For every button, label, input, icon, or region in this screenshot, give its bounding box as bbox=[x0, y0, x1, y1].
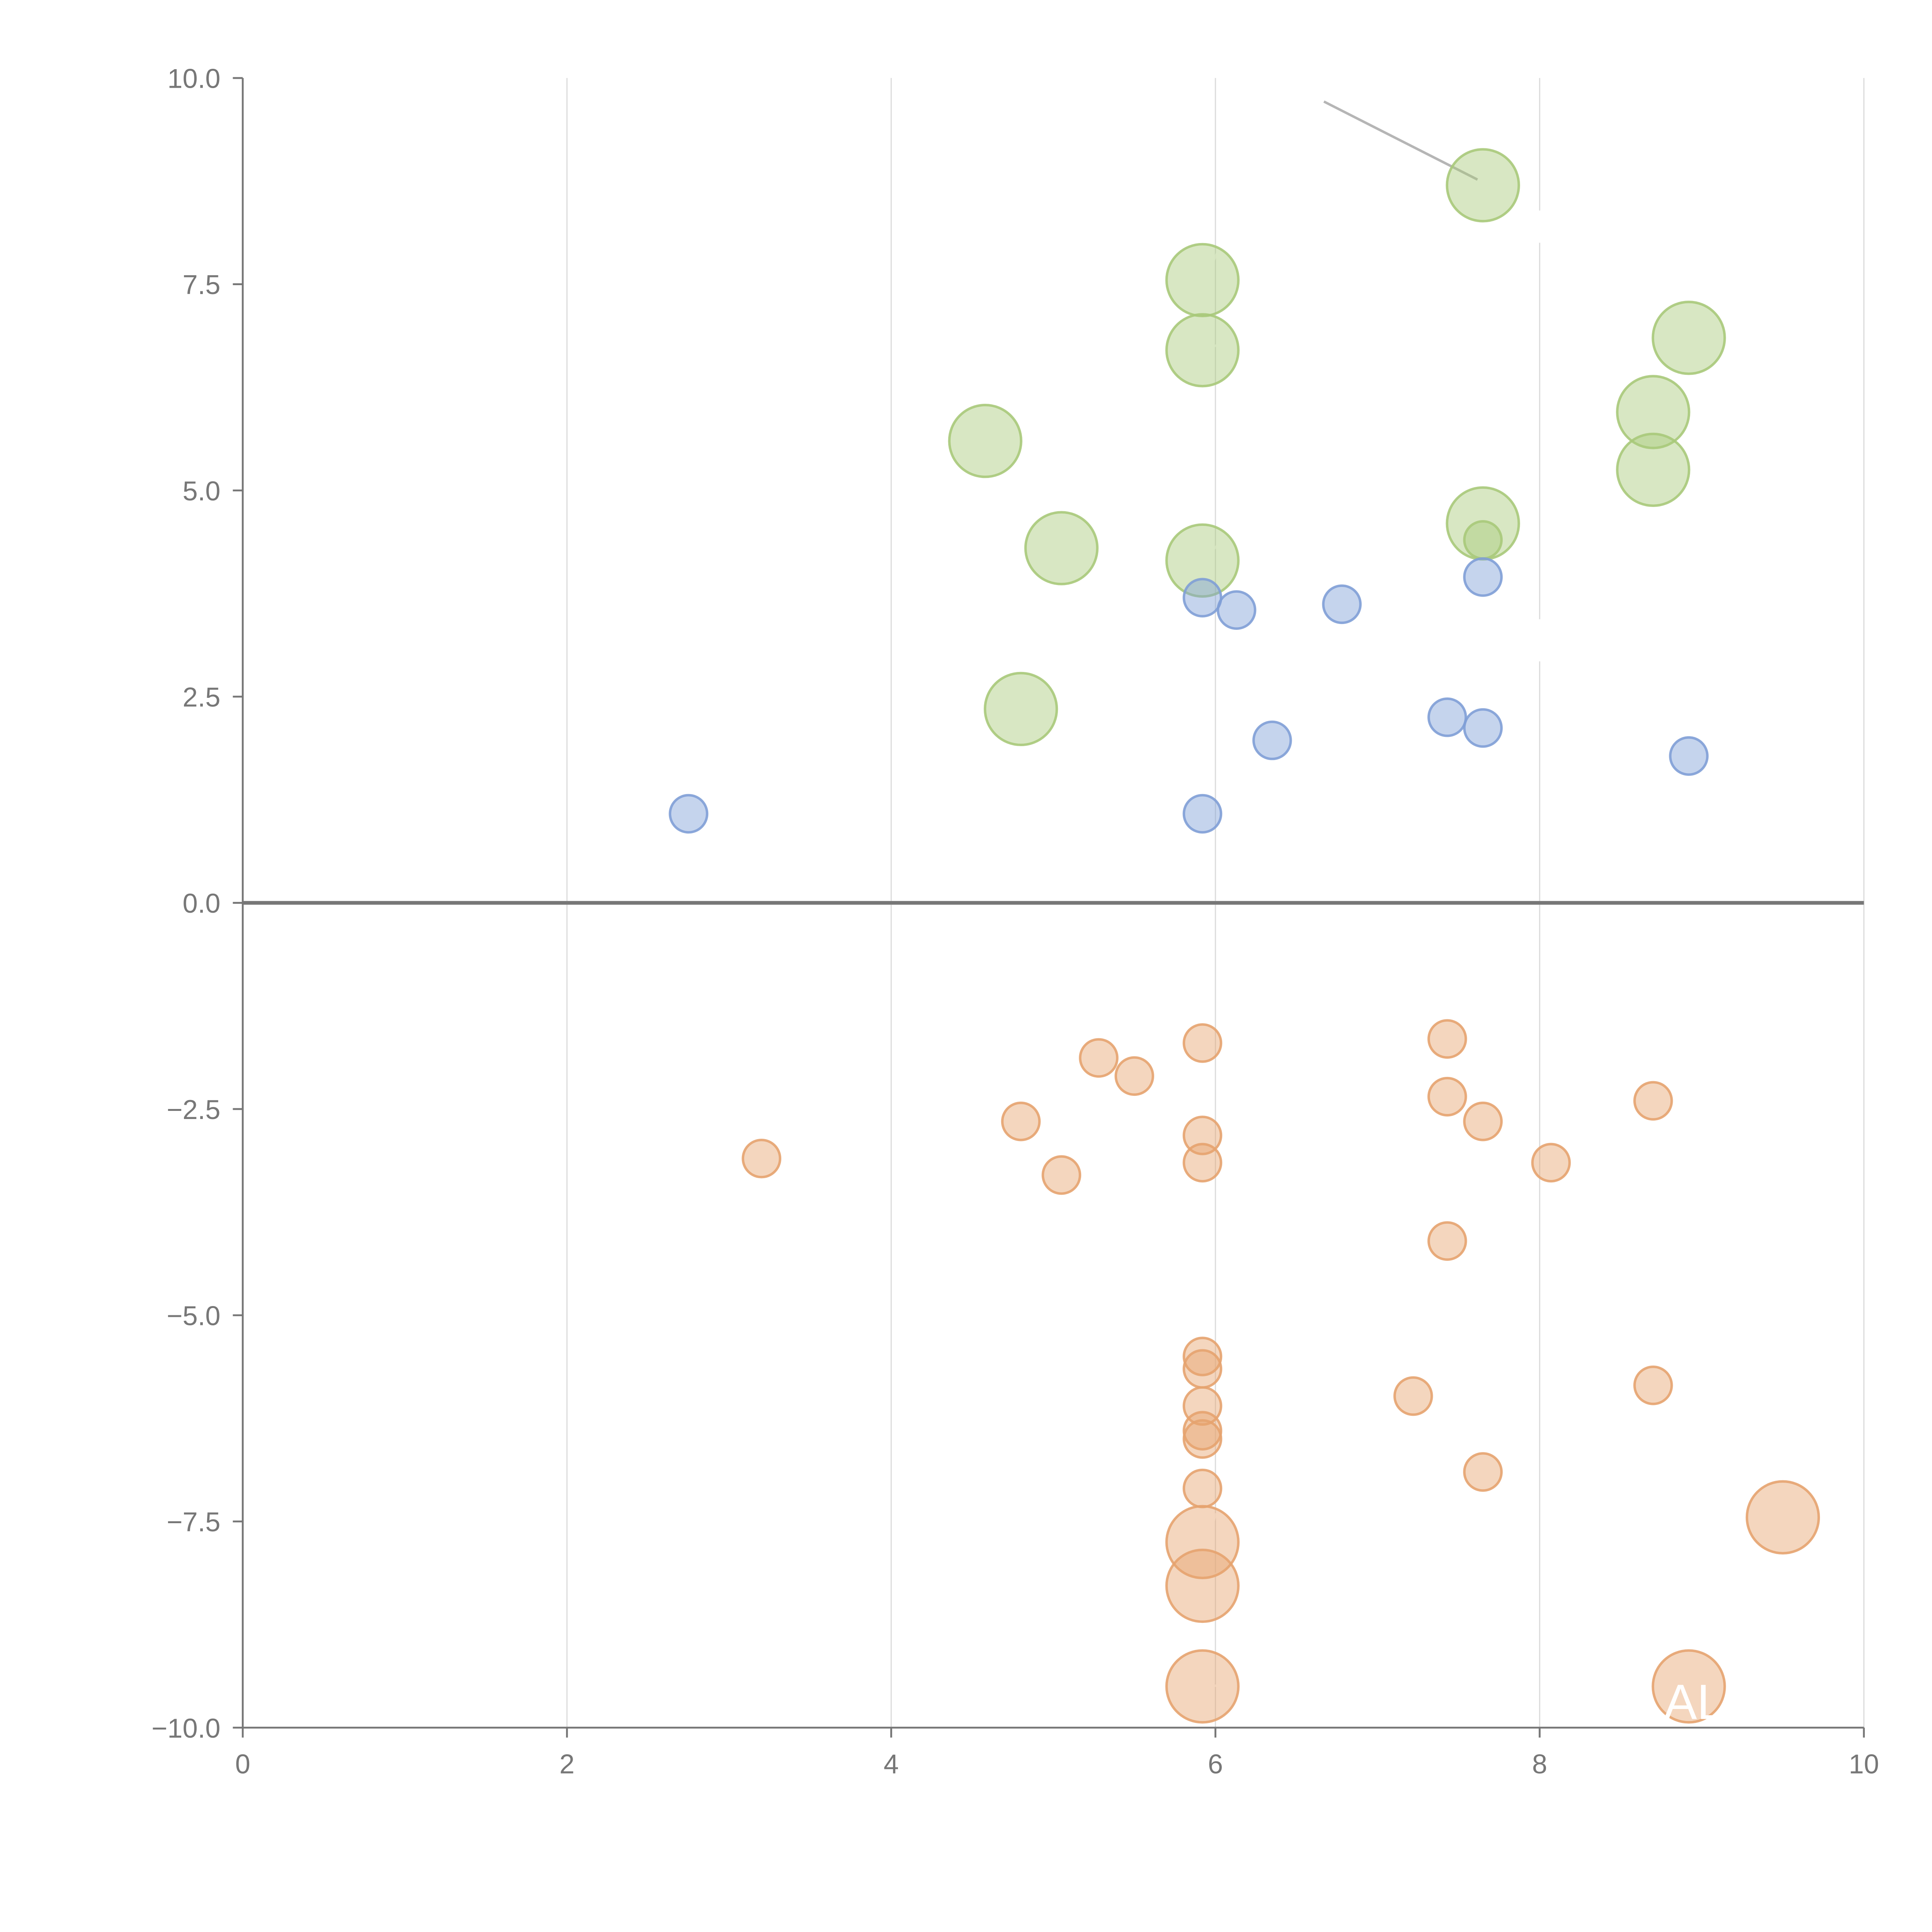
x-tick-label: 2 bbox=[560, 1749, 575, 1779]
x-tick-label: 6 bbox=[1208, 1749, 1223, 1779]
data-point-orange bbox=[1651, 1649, 1726, 1724]
data-point-blue bbox=[1669, 736, 1709, 776]
data-point-orange bbox=[1182, 1116, 1223, 1155]
y-tick-label: 0.0 bbox=[182, 888, 220, 918]
data-point-green bbox=[1616, 375, 1690, 449]
bubble-highlight bbox=[1209, 1680, 1236, 1688]
data-point-green bbox=[1024, 511, 1099, 585]
y-tick-label: −10.0 bbox=[151, 1713, 220, 1743]
data-point-orange bbox=[1427, 1077, 1467, 1117]
data-point-orange bbox=[1745, 1480, 1820, 1554]
x-tick-label: 4 bbox=[884, 1749, 899, 1779]
y-tick-label: −2.5 bbox=[167, 1094, 220, 1125]
x-tick-label: 10 bbox=[1849, 1749, 1879, 1779]
bubble-highlight bbox=[1206, 1513, 1218, 1539]
y-tick-label: −5.0 bbox=[167, 1300, 220, 1331]
data-point-orange bbox=[1463, 1452, 1503, 1492]
bubble-highlight bbox=[1708, 1685, 1728, 1701]
bubble-highlight bbox=[1206, 534, 1230, 556]
bubble-highlight bbox=[1211, 339, 1239, 348]
bubble-highlight bbox=[1027, 711, 1048, 732]
data-point-orange bbox=[1633, 1366, 1673, 1405]
data-point-blue bbox=[1182, 578, 1223, 618]
data-point-orange bbox=[1182, 1143, 1223, 1183]
data-point-green bbox=[1165, 523, 1240, 598]
data-point-orange bbox=[1633, 1081, 1673, 1121]
y-tick-label: −7.5 bbox=[167, 1507, 220, 1537]
data-point-green bbox=[1616, 432, 1690, 507]
data-point-blue bbox=[1216, 590, 1257, 630]
bubble-highlight bbox=[1696, 309, 1716, 333]
data-point-green bbox=[1165, 313, 1240, 388]
data-point-orange bbox=[1114, 1056, 1155, 1096]
grid-gap bbox=[1531, 619, 1548, 662]
data-point-orange bbox=[1182, 1349, 1223, 1389]
data-point-green bbox=[983, 672, 1058, 747]
y-tick-label: 2.5 bbox=[182, 682, 220, 713]
data-point-blue bbox=[668, 794, 709, 834]
data-points bbox=[668, 148, 1820, 1724]
data-point-blue bbox=[1322, 584, 1362, 624]
point-annotation-label: AL bbox=[1664, 1675, 1725, 1730]
data-point-green bbox=[1463, 520, 1503, 560]
data-point-orange bbox=[1393, 1376, 1433, 1416]
data-point-orange bbox=[1182, 1419, 1223, 1459]
data-point-blue bbox=[1463, 557, 1503, 597]
data-point-orange bbox=[1041, 1155, 1082, 1195]
data-point-green bbox=[948, 404, 1022, 478]
bubble-highlight bbox=[1662, 459, 1691, 469]
data-point-orange bbox=[1182, 1337, 1223, 1376]
data-point-orange bbox=[1182, 1411, 1223, 1451]
x-tick-label: 8 bbox=[1532, 1749, 1547, 1779]
data-point-blue bbox=[1463, 708, 1503, 748]
data-point-orange bbox=[1463, 1101, 1503, 1141]
data-point-blue bbox=[1427, 697, 1467, 737]
x-tick-label: 0 bbox=[235, 1749, 250, 1779]
bubble-highlight bbox=[1064, 547, 1079, 573]
data-point-orange bbox=[1427, 1019, 1467, 1059]
bubble-highlight bbox=[1643, 377, 1655, 404]
y-tick-label: 5.0 bbox=[182, 476, 220, 506]
chart-annotations bbox=[1027, 100, 1782, 1701]
data-point-green bbox=[1651, 301, 1726, 375]
data-point-blue bbox=[1182, 794, 1223, 834]
data-point-orange bbox=[1001, 1101, 1041, 1141]
data-point-blue bbox=[1252, 720, 1292, 760]
data-point-orange bbox=[1165, 1548, 1240, 1623]
bubble-highlight bbox=[1776, 1483, 1782, 1511]
y-tick-label: 10.0 bbox=[167, 63, 220, 94]
data-point-green bbox=[1165, 243, 1240, 318]
data-point-orange bbox=[1182, 1468, 1223, 1509]
data-point-green bbox=[1446, 148, 1520, 223]
data-point-orange bbox=[1182, 1023, 1223, 1063]
data-point-orange bbox=[1079, 1038, 1119, 1078]
y-tick-label: 7.5 bbox=[182, 269, 220, 300]
data-point-orange bbox=[1427, 1221, 1467, 1261]
data-point-orange bbox=[1165, 1649, 1240, 1724]
data-point-orange bbox=[1531, 1143, 1571, 1183]
axes: 0 2 4 6 8 10 10.0 7.5 5.0 2.5 0.0 −2.5 −5.0 −7.5 −10.0 bbox=[151, 63, 1879, 1779]
data-point-orange bbox=[1165, 1505, 1240, 1580]
data-point-orange bbox=[742, 1138, 782, 1179]
bubble-highlight bbox=[1206, 247, 1221, 273]
bubble-highlight bbox=[1206, 1562, 1227, 1584]
grid-gap bbox=[1531, 210, 1548, 243]
annotation-labels: AL bbox=[1664, 1675, 1725, 1730]
